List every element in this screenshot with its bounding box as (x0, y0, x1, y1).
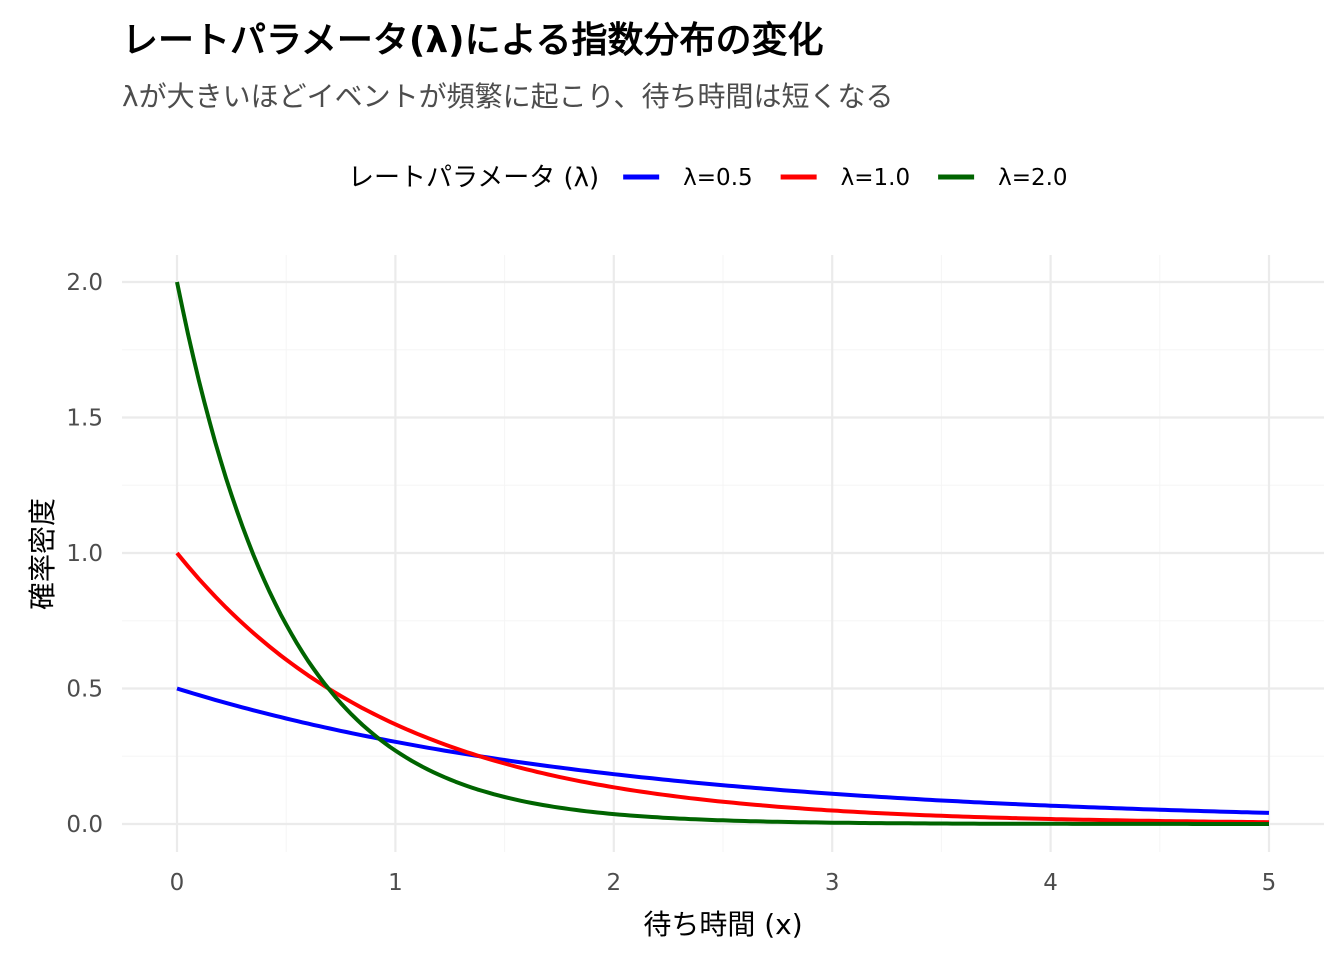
x-tick-label: 1 (388, 870, 403, 896)
chart-subtitle: λが大きいほどイベントが頻繁に起こり、待ち時間は短くなる (122, 80, 893, 113)
x-axis-ticks: 0 1 2 3 4 5 (170, 870, 1277, 896)
legend-title: レートパラメータ (λ) (348, 163, 599, 193)
series-line-λ=2.0 (175, 281, 1269, 826)
y-tick-label: 0.0 (66, 812, 103, 838)
y-axis-ticks: 0.0 0.5 1.0 1.5 2.0 (66, 270, 103, 838)
y-tick-label: 2.0 (66, 270, 103, 296)
chart-title: レートパラメータ(λ)による指数分布の変化 (122, 19, 824, 61)
series-line-λ=0.5 (176, 686, 1270, 815)
x-tick-label: 3 (825, 870, 840, 896)
legend-label: λ=1.0 (841, 165, 910, 191)
series-line-λ=1.0 (175, 551, 1270, 825)
x-tick-label: 2 (606, 870, 621, 896)
series-lines (175, 281, 1270, 826)
grid (122, 255, 1324, 852)
legend-label: λ=2.0 (998, 165, 1067, 191)
x-tick-label: 4 (1043, 870, 1058, 896)
y-axis-title: 確率密度 (26, 498, 59, 610)
y-tick-label: 1.5 (66, 406, 103, 432)
y-tick-label: 1.0 (66, 541, 103, 567)
x-axis-title: 待ち時間 (x) (643, 908, 802, 941)
legend-label: λ=0.5 (683, 165, 752, 191)
y-tick-label: 0.5 (66, 677, 103, 703)
x-tick-label: 5 (1262, 870, 1277, 896)
legend: レートパラメータ (λ) λ=0.5 λ=1.0 λ=2.0 (348, 163, 1068, 193)
x-tick-label: 0 (170, 870, 185, 896)
